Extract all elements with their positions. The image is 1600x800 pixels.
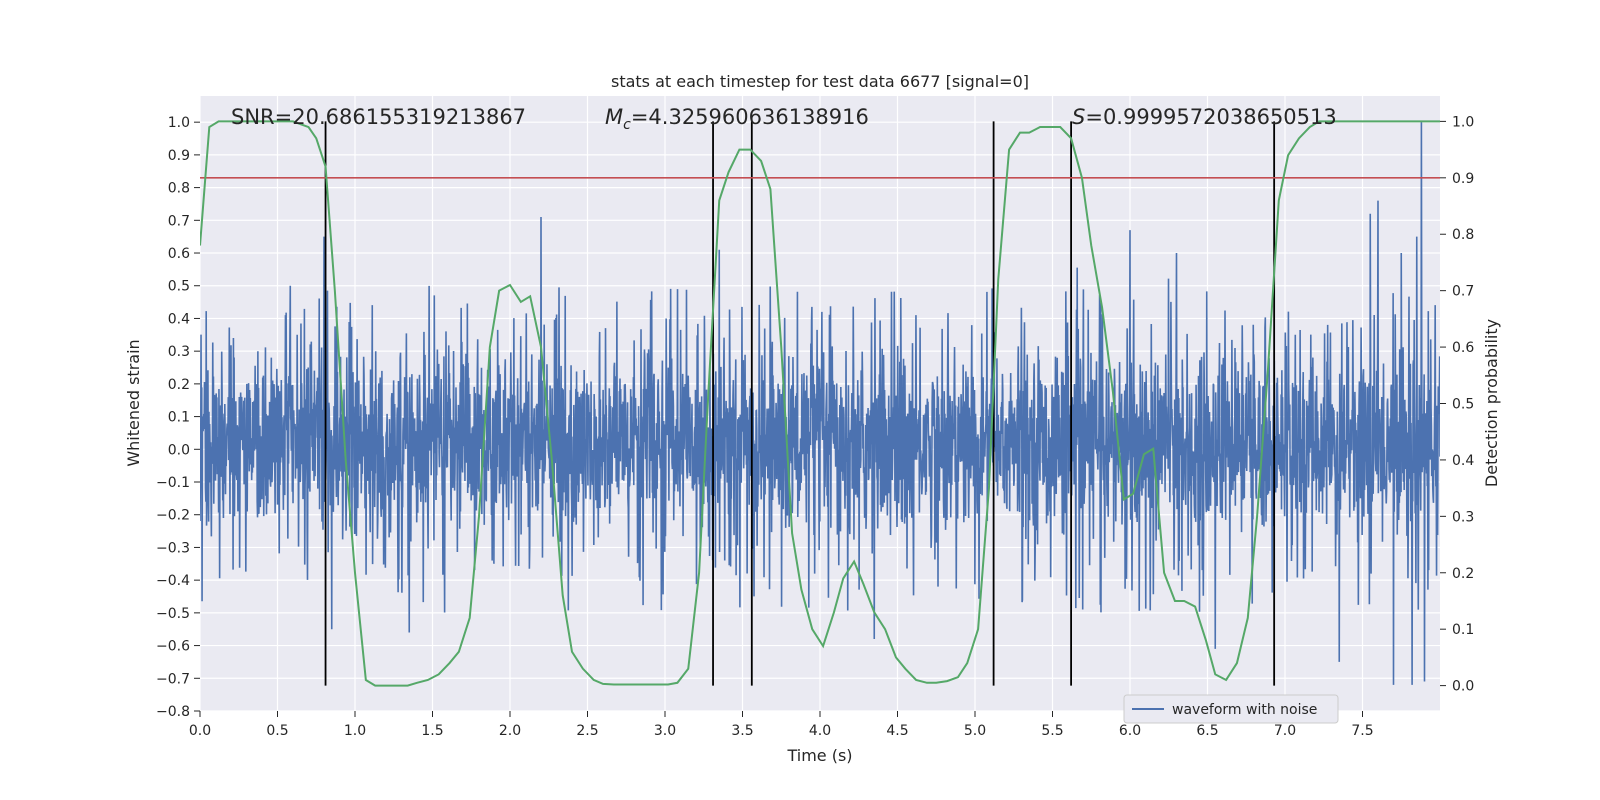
x-tick-label: 4.0 — [809, 723, 831, 739]
x-tick-label: 4.5 — [886, 723, 908, 739]
chirp-mass-subscript: c — [623, 117, 631, 133]
y2-tick-label: 0.8 — [1452, 227, 1474, 243]
y-tick-label: 0.5 — [168, 279, 190, 295]
y-tick-label: −0.7 — [156, 671, 190, 687]
x-tick-label: 1.0 — [344, 723, 366, 739]
y-tick-label: 0.2 — [168, 377, 190, 393]
x-tick-label: 2.5 — [576, 723, 598, 739]
y2-tick-label: 0.3 — [1452, 509, 1474, 525]
y-axis-label: Whitened strain — [124, 339, 143, 466]
y2-tick-label: 1.0 — [1452, 114, 1474, 130]
y-axis-ticks: −0.8 −0.7 −0.6 −0.5 −0.4 −0.3 −0.2 −0.1 0.0 0.1 0.… — [156, 115, 200, 720]
probability-line — [200, 120, 1440, 687]
chirp-mass-symbol: M — [605, 105, 623, 129]
waveform-line — [200, 122, 1440, 685]
chart-title: stats at each timestep for test data 667… — [611, 72, 1029, 91]
y2-tick-label: 0.2 — [1452, 566, 1474, 582]
y-tick-label: −0.4 — [156, 573, 190, 589]
y2-axis-ticks: 0.0 0.1 0.2 0.3 0.4 0.5 0.6 0.7 0.8 0.9 1.0 — [1440, 114, 1474, 695]
snr-annotation: SNR=20.686155319213867 — [231, 105, 526, 129]
y-tick-label: −0.3 — [156, 540, 190, 556]
x-tick-label: 6.5 — [1196, 723, 1218, 739]
x-tick-label: 5.0 — [964, 723, 986, 739]
x-tick-label: 5.5 — [1041, 723, 1063, 739]
y2-tick-label: 0.9 — [1452, 171, 1474, 187]
legend: waveform with noise — [1123, 694, 1339, 724]
y2-tick-label: 0.5 — [1452, 397, 1474, 413]
score-symbol: S — [1072, 105, 1085, 129]
x-tick-label: 0.5 — [266, 723, 288, 739]
chirp-mass-value: =4.325960636138916 — [631, 105, 869, 129]
y-tick-label: −0.8 — [156, 704, 190, 720]
y2-tick-label: 0.7 — [1452, 284, 1474, 300]
x-tick-label: 2.0 — [499, 723, 521, 739]
chirp-mass-annotation: Mc=4.325960636138916 — [605, 105, 869, 133]
y-tick-label: 1.0 — [168, 115, 190, 131]
score-value: =0.9999572038650513 — [1085, 105, 1336, 129]
x-tick-label: 7.5 — [1351, 723, 1373, 739]
y-tick-label: 0.3 — [168, 344, 190, 360]
x-tick-label: 6.0 — [1119, 723, 1141, 739]
x-tick-label: 3.5 — [731, 723, 753, 739]
x-axis-label: Time (s) — [786, 746, 852, 765]
x-axis-ticks: 0.0 0.5 1.0 1.5 2.0 2.5 3.0 3.5 4.0 4.5 5.0 5.5 6.0 6… — [189, 711, 1374, 739]
legend-box — [1123, 694, 1339, 724]
y2-tick-label: 0.0 — [1452, 679, 1474, 695]
legend-label: waveform with noise — [1172, 702, 1317, 718]
vertical-markers — [324, 121, 1276, 686]
score-annotation: S=0.9999572038650513 — [1072, 105, 1337, 129]
y-tick-label: 0.1 — [168, 410, 190, 426]
probability-series — [200, 120, 1440, 687]
x-tick-label: 7.0 — [1274, 723, 1296, 739]
y-tick-label: −0.2 — [156, 508, 190, 524]
y-tick-label: −0.5 — [156, 606, 190, 622]
y2-tick-label: 0.4 — [1452, 453, 1474, 469]
y-tick-label: 0.8 — [168, 181, 190, 197]
y-tick-label: 0.7 — [168, 213, 190, 229]
y-tick-label: −0.1 — [156, 475, 190, 491]
y-tick-label: 0.4 — [168, 311, 190, 327]
y-tick-label: 0.0 — [168, 442, 190, 458]
x-tick-label: 1.5 — [421, 723, 443, 739]
y-tick-label: 0.9 — [168, 148, 190, 164]
x-tick-label: 3.0 — [654, 723, 676, 739]
y2-axis-label: Detection probability — [1482, 319, 1501, 487]
x-tick-label: 0.0 — [189, 723, 211, 739]
y2-tick-label: 0.6 — [1452, 340, 1474, 356]
waveform-series — [200, 122, 1440, 685]
y-tick-label: −0.6 — [156, 639, 190, 655]
y2-tick-label: 0.1 — [1452, 622, 1474, 638]
y-tick-label: 0.6 — [168, 246, 190, 262]
